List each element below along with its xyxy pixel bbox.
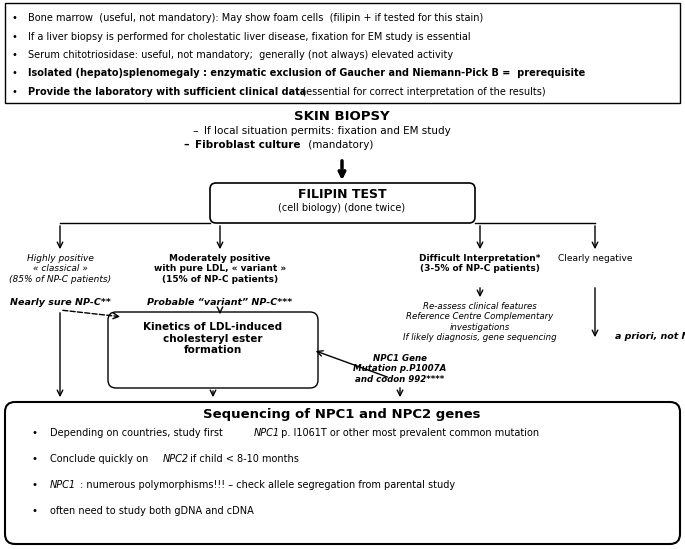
Text: NPC1: NPC1 bbox=[50, 480, 76, 490]
Text: Fibroblast culture: Fibroblast culture bbox=[195, 140, 301, 150]
Text: If a liver biopsy is performed for cholestatic liver disease, fixation for EM st: If a liver biopsy is performed for chole… bbox=[28, 31, 471, 42]
Text: •: • bbox=[11, 13, 17, 23]
Text: Bone marrow  (useful, not mandatory): May show foam cells  (filipin + if tested : Bone marrow (useful, not mandatory): May… bbox=[28, 13, 483, 23]
Text: •: • bbox=[32, 480, 38, 490]
Text: NPC1: NPC1 bbox=[254, 428, 280, 438]
Text: (essential for correct interpretation of the results): (essential for correct interpretation of… bbox=[296, 87, 546, 97]
Text: FILIPIN TEST: FILIPIN TEST bbox=[298, 188, 386, 201]
FancyBboxPatch shape bbox=[5, 402, 680, 544]
Text: often need to study both gDNA and cDNA: often need to study both gDNA and cDNA bbox=[50, 506, 253, 516]
Text: Sequencing of NPC1 and NPC2 genes: Sequencing of NPC1 and NPC2 genes bbox=[203, 408, 481, 421]
Text: a priori, not NP-C: a priori, not NP-C bbox=[615, 332, 685, 341]
Text: if child < 8-10 months: if child < 8-10 months bbox=[187, 454, 299, 464]
Text: : numerous polymorphisms!!! – check allele segregation from parental study: : numerous polymorphisms!!! – check alle… bbox=[80, 480, 455, 490]
Text: Nearly sure NP-C**: Nearly sure NP-C** bbox=[10, 298, 110, 307]
Text: •: • bbox=[32, 506, 38, 516]
Text: •: • bbox=[11, 31, 17, 42]
Text: SKIN BIOPSY: SKIN BIOPSY bbox=[294, 110, 390, 123]
Text: •: • bbox=[32, 428, 38, 438]
Text: (mandatory): (mandatory) bbox=[305, 140, 373, 150]
Text: •: • bbox=[11, 50, 17, 60]
Text: Depending on countries, study first: Depending on countries, study first bbox=[50, 428, 226, 438]
FancyBboxPatch shape bbox=[108, 312, 318, 388]
Text: Provide the laboratory with sufficient clinical data: Provide the laboratory with sufficient c… bbox=[28, 87, 306, 97]
Text: p. I1061T or other most prevalent common mutation: p. I1061T or other most prevalent common… bbox=[278, 428, 539, 438]
Text: Highly positive
« classical »
(85% of NP-C patients): Highly positive « classical » (85% of NP… bbox=[9, 254, 111, 284]
Text: Isolated (hepato)splenomegaly : enzymatic exclusion of Gaucher and Niemann-Pick : Isolated (hepato)splenomegaly : enzymati… bbox=[28, 69, 585, 79]
Bar bbox=[5, 3, 680, 103]
Text: If local situation permits: fixation and EM study: If local situation permits: fixation and… bbox=[204, 126, 451, 136]
Text: •: • bbox=[11, 87, 17, 97]
Text: –: – bbox=[183, 140, 188, 150]
Text: Probable “variant” NP-C***: Probable “variant” NP-C*** bbox=[147, 298, 292, 307]
Text: Re-assess clinical features
Reference Centre Complementary
investigations
If lik: Re-assess clinical features Reference Ce… bbox=[403, 302, 557, 342]
Text: Kinetics of LDL-induced
cholesteryl ester
formation: Kinetics of LDL-induced cholesteryl este… bbox=[143, 322, 282, 355]
FancyBboxPatch shape bbox=[210, 183, 475, 223]
Text: Serum chitotriosidase: useful, not mandatory;  generally (not always) elevated a: Serum chitotriosidase: useful, not manda… bbox=[28, 50, 453, 60]
Text: •: • bbox=[32, 454, 38, 464]
Text: Difficult Interpretation*
(3-5% of NP-C patients): Difficult Interpretation* (3-5% of NP-C … bbox=[419, 254, 540, 273]
Text: •: • bbox=[11, 69, 17, 79]
Text: (cell biology) (done twice): (cell biology) (done twice) bbox=[278, 203, 406, 213]
Text: Clearly negative: Clearly negative bbox=[558, 254, 632, 263]
Text: Conclude quickly on: Conclude quickly on bbox=[50, 454, 151, 464]
Text: –: – bbox=[192, 126, 198, 136]
Text: NPC1 Gene
Mutation p.P1007A
and codon 992****: NPC1 Gene Mutation p.P1007A and codon 99… bbox=[353, 354, 447, 384]
Text: Moderately positive
with pure LDL, « variant »
(15% of NP-C patients): Moderately positive with pure LDL, « var… bbox=[154, 254, 286, 284]
Text: NPC2: NPC2 bbox=[163, 454, 189, 464]
